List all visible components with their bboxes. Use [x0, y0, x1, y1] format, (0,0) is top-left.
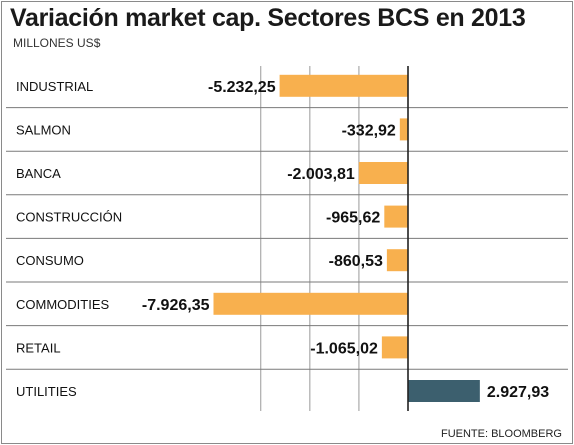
value-label: -332,92	[342, 122, 396, 139]
category-label: RETAIL	[16, 340, 61, 355]
category-label: CONSTRUCCIÓN	[16, 210, 122, 225]
bar	[384, 205, 408, 228]
chart-subtitle: MILLONES US$	[13, 36, 101, 50]
value-label: -7.926,35	[142, 297, 210, 314]
value-label: -860,53	[329, 253, 383, 270]
bar	[386, 249, 408, 272]
bar	[213, 292, 408, 315]
value-label: -965,62	[326, 210, 380, 227]
source-note: FUENTE: BLOOMBERG	[440, 428, 562, 440]
bar	[399, 118, 408, 141]
category-label: SALMON	[16, 122, 71, 137]
chart-title: Variación market cap. Sectores BCS en 20…	[10, 4, 526, 32]
bar	[381, 336, 408, 359]
bar	[358, 162, 408, 184]
value-label: -2.003,81	[287, 166, 355, 183]
value-label: -1.065,02	[310, 340, 378, 357]
value-label: 2.927,93	[487, 384, 549, 401]
bar	[279, 74, 408, 97]
category-label: COMMODITIES	[16, 297, 109, 312]
category-label: UTILITIES	[16, 384, 77, 399]
category-label: BANCA	[16, 166, 61, 181]
category-label: INDUSTRIAL	[16, 79, 93, 94]
category-label: CONSUMO	[16, 253, 84, 268]
bar	[408, 380, 480, 402]
value-label: -5.232,25	[208, 79, 276, 96]
